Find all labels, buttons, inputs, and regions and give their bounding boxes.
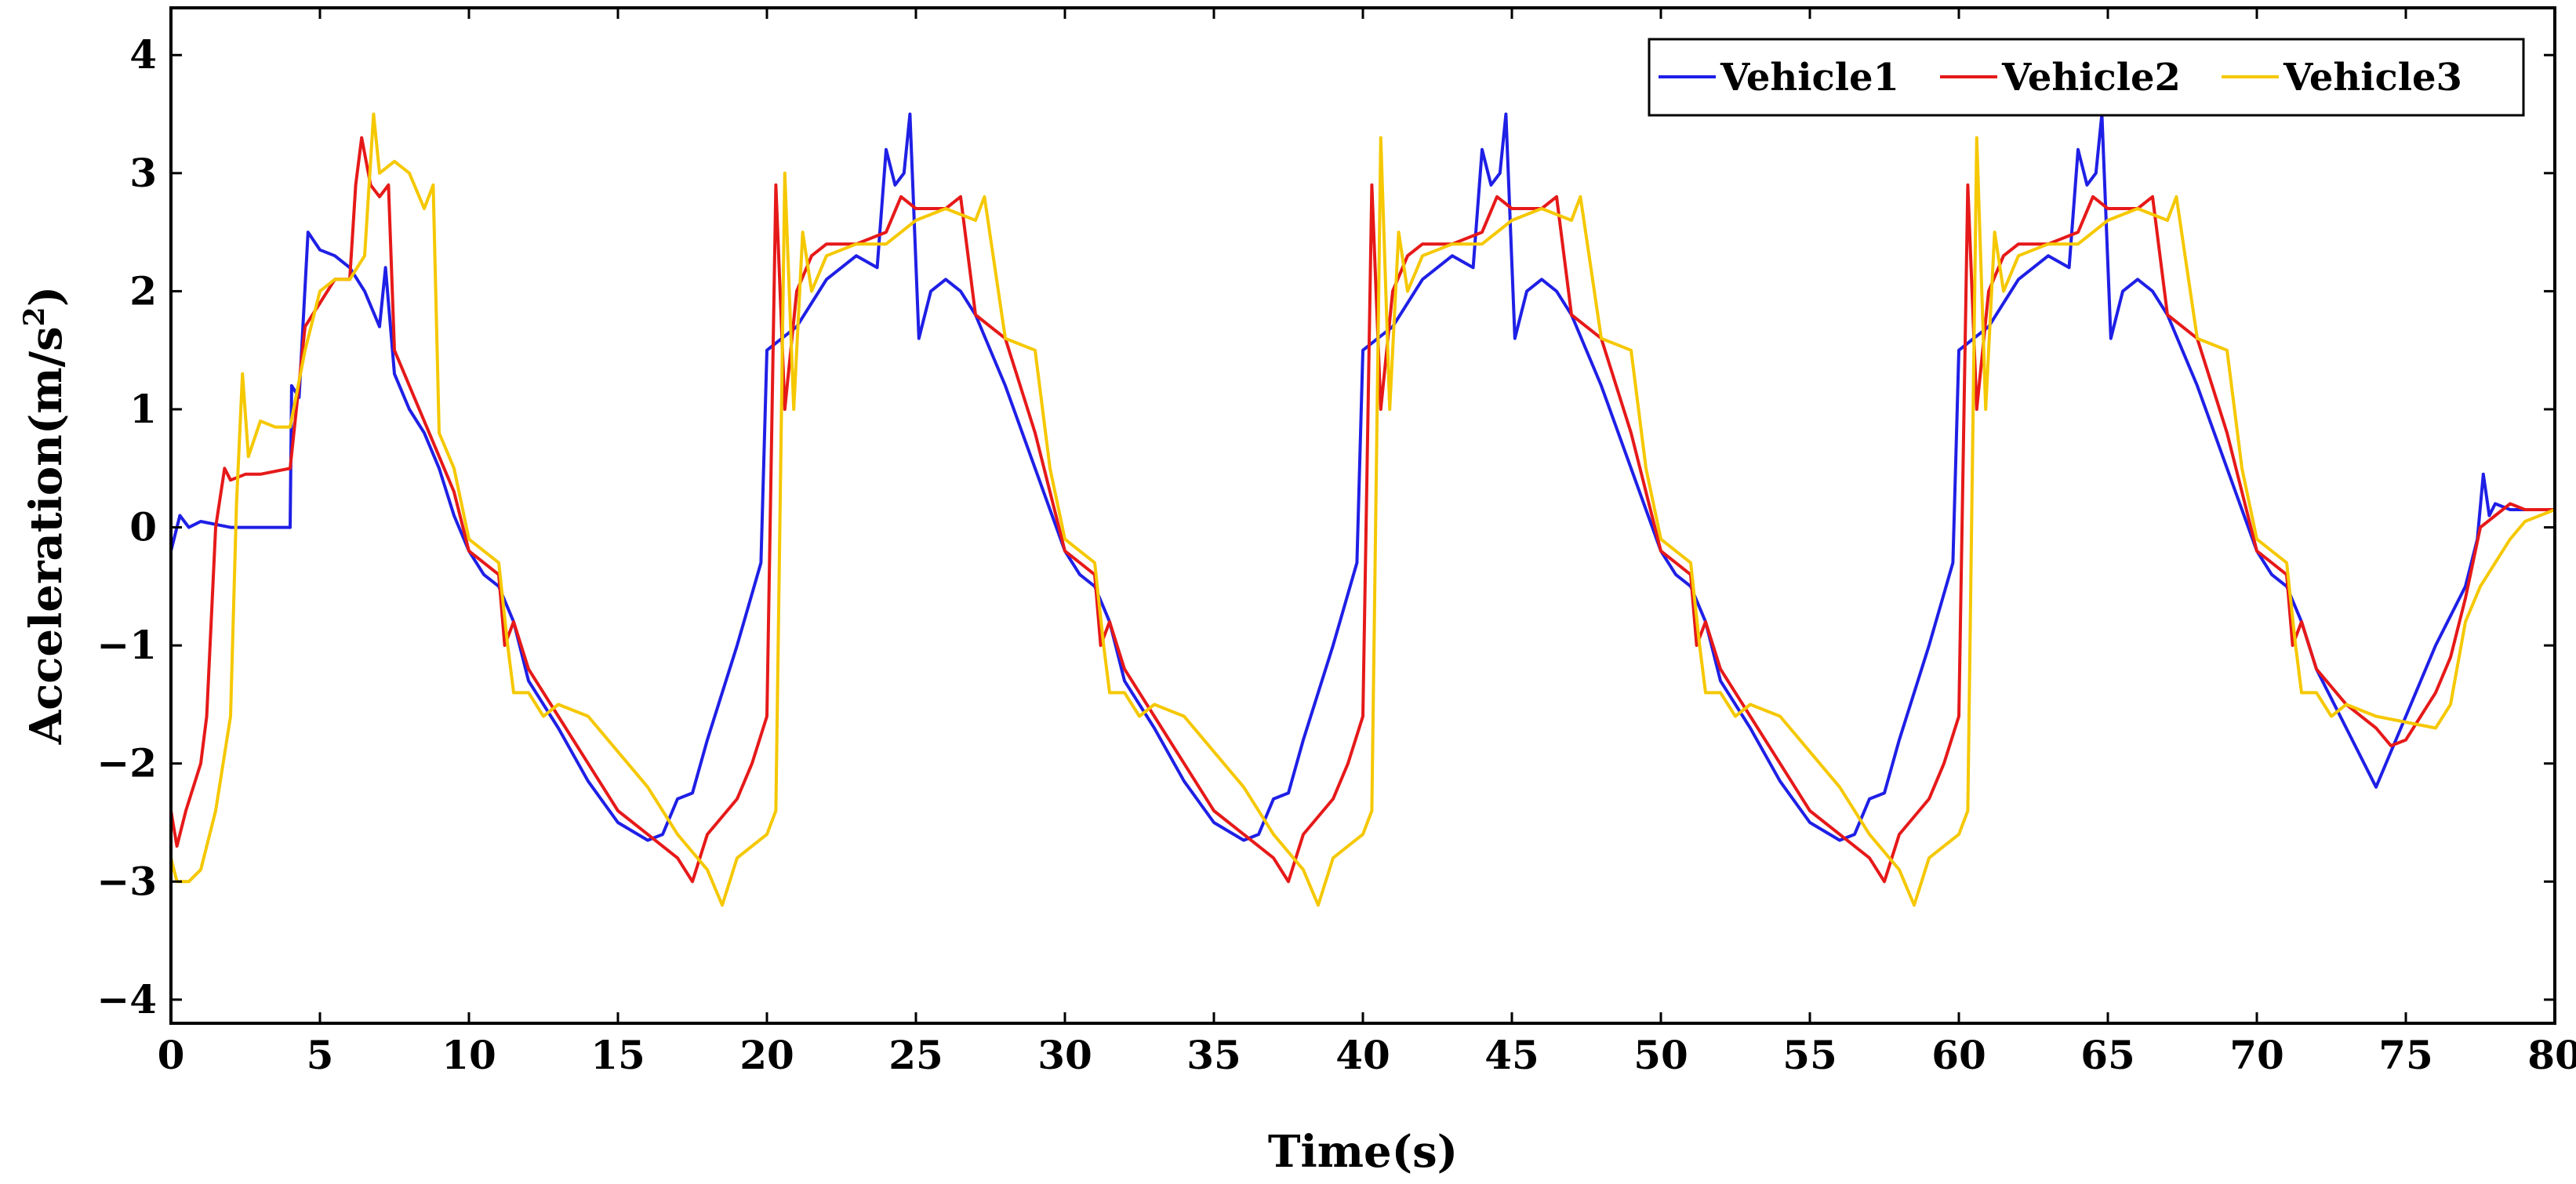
y-axis: −4 −3 −2 −1 0 1 2 3 4 xyxy=(96,31,2555,1022)
y-tick-label: 4 xyxy=(129,31,157,78)
y-tick-label: 3 xyxy=(129,150,157,196)
x-tick-label: 20 xyxy=(739,1032,794,1078)
y-tick-label: 0 xyxy=(129,504,157,550)
legend: Vehicle1 Vehicle2 Vehicle3 xyxy=(1648,38,2525,117)
x-tick-label: 35 xyxy=(1186,1032,1241,1078)
x-tick-label: 10 xyxy=(441,1032,496,1078)
plot-frame xyxy=(169,6,2556,1025)
legend-label-vehicle3: Vehicle3 xyxy=(2283,56,2462,100)
x-tick-label: 65 xyxy=(2080,1032,2135,1078)
x-tick-label: 40 xyxy=(1335,1032,1390,1078)
series-line-vehicle3 xyxy=(171,112,2555,907)
y-axis-label-main: Acceleration(m/s xyxy=(20,326,72,745)
x-tick-label: 80 xyxy=(2527,1032,2576,1078)
legend-label-vehicle2: Vehicle2 xyxy=(2001,56,2181,100)
x-tick-label: 15 xyxy=(590,1032,645,1078)
y-tick-label: 2 xyxy=(129,267,157,314)
x-tick-label: 50 xyxy=(1633,1032,1688,1078)
x-tick-label: 45 xyxy=(1484,1032,1539,1078)
y-tick-label: 1 xyxy=(129,386,157,432)
x-tick-label: 70 xyxy=(2229,1032,2284,1078)
x-axis-label: Time(s) xyxy=(1268,1126,1458,1178)
x-tick-label: 75 xyxy=(2378,1032,2433,1078)
x-tick-label: 30 xyxy=(1037,1032,1092,1078)
y-axis-label-superscript: 2 xyxy=(18,307,51,326)
y-tick-label: −3 xyxy=(96,858,157,904)
x-tick-label: 60 xyxy=(1931,1032,1986,1078)
x-tick-label: 0 xyxy=(158,1032,185,1078)
series-line-vehicle1 xyxy=(171,112,2555,842)
x-tick-label: 25 xyxy=(888,1032,943,1078)
series-line-vehicle2 xyxy=(171,136,2555,884)
x-axis: 0 5 10 15 20 25 30 35 40 45 50 55 60 65 70 75 80 xyxy=(158,8,2576,1078)
legend-label-vehicle1: Vehicle1 xyxy=(1720,56,1899,100)
y-tick-label: −4 xyxy=(96,976,157,1022)
y-tick-label: −2 xyxy=(96,740,157,786)
y-axis-label: Acceleration(m/s2) xyxy=(18,286,72,745)
x-tick-label: 55 xyxy=(1782,1032,1837,1078)
legend-box xyxy=(1648,38,2525,117)
series-layer xyxy=(171,112,2555,907)
x-tick-label: 5 xyxy=(307,1032,334,1078)
y-tick-label: −1 xyxy=(96,622,157,668)
y-axis-label-close: ) xyxy=(20,286,72,307)
